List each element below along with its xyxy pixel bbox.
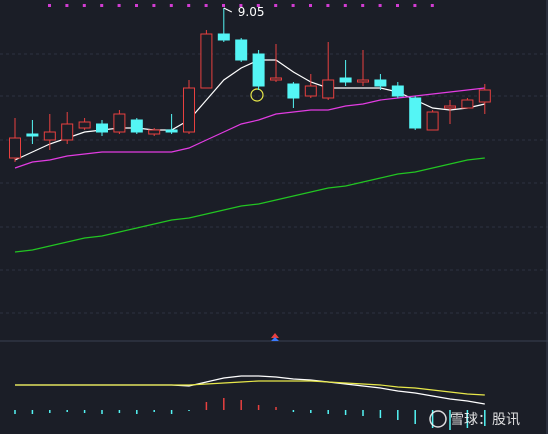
candle-body	[426, 111, 439, 131]
candle-body	[287, 83, 300, 99]
candle-body	[322, 79, 335, 99]
top-dot	[135, 4, 138, 7]
top-dot	[152, 4, 156, 7]
top-dot	[117, 4, 121, 7]
candle-body	[374, 79, 387, 87]
top-dot	[309, 4, 312, 7]
candle-body	[61, 123, 74, 141]
candle-body	[252, 53, 265, 87]
candle-body	[357, 79, 369, 83]
top-dot	[343, 4, 347, 7]
annotation-flag	[223, 7, 233, 13]
top-dot	[378, 4, 382, 7]
candle-body	[304, 85, 317, 97]
top-dot	[222, 4, 225, 7]
candle-body	[409, 97, 422, 129]
top-dot	[291, 4, 295, 7]
candle-body	[444, 105, 456, 109]
signal-marker	[250, 88, 264, 102]
candle-body	[183, 87, 195, 133]
candle-body	[148, 129, 161, 135]
candle-body	[391, 85, 404, 97]
candle-body	[113, 113, 126, 133]
top-dot	[430, 4, 434, 7]
top-dot	[413, 4, 417, 7]
top-dot	[396, 4, 399, 7]
ma-line	[14, 157, 485, 253]
top-dot	[82, 4, 86, 7]
candle-body	[96, 123, 108, 133]
top-dot	[48, 4, 51, 7]
top-dot	[256, 4, 260, 7]
ma-line	[14, 59, 485, 161]
top-dot	[274, 4, 278, 7]
top-dot	[65, 4, 69, 7]
candle-body	[235, 39, 248, 61]
candle-body	[200, 33, 213, 89]
top-dot	[361, 4, 365, 7]
event-marker	[271, 333, 279, 338]
event-marker	[271, 337, 279, 341]
top-dot	[169, 4, 173, 7]
top-dot	[326, 4, 330, 7]
high-annotation: 9.05	[238, 5, 265, 19]
ma-line	[15, 380, 485, 396]
top-dot	[204, 4, 208, 7]
candle-body	[270, 77, 282, 81]
watermark-icon	[429, 410, 447, 428]
candle-body	[43, 131, 56, 141]
candle-body	[339, 77, 352, 83]
candle-body	[130, 119, 143, 133]
candle-body	[478, 89, 491, 103]
watermark: 雪球：股讯	[429, 410, 520, 428]
candle-body	[461, 99, 474, 109]
watermark-text: 雪球：股讯	[450, 412, 520, 428]
candle-body	[217, 33, 230, 41]
top-dot	[100, 4, 104, 7]
candle-body	[165, 129, 178, 133]
candle-body	[78, 121, 91, 129]
candle-body	[9, 137, 21, 159]
top-dots	[48, 4, 434, 7]
top-dot	[187, 4, 191, 7]
candle-body	[26, 133, 39, 137]
ma-line	[14, 87, 485, 169]
top-dot	[239, 4, 243, 7]
